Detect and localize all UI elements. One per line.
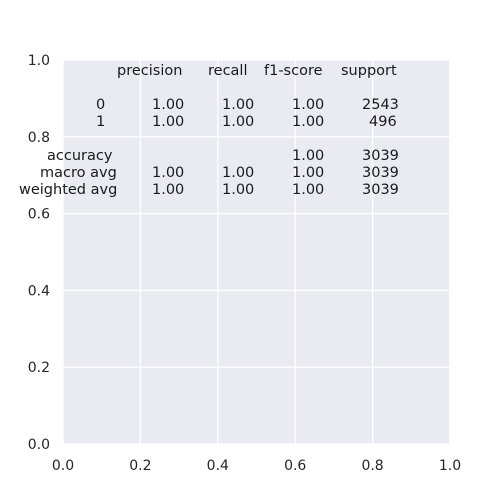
report-cell: 1.00: [222, 165, 254, 181]
plot-area: [63, 60, 450, 444]
report-line: 0 1.00 1.00 1.00 2543: [96, 97, 399, 113]
report-cell: f1-score: [264, 63, 323, 79]
y-tick-label: 0.2: [28, 360, 50, 376]
report-cell: 3039: [362, 182, 399, 198]
report-cell: 3039: [362, 148, 399, 164]
report-cell: 1.00: [292, 148, 324, 164]
report-cell: 1.00: [152, 114, 184, 130]
y-tick-label: 1.0: [28, 53, 50, 69]
report-cell: 0: [96, 97, 105, 113]
y-tick-label: 0.6: [28, 207, 50, 223]
report-cell: 1: [96, 114, 105, 130]
y-tick-label: 0.8: [28, 130, 50, 146]
report-cell: 1.00: [152, 97, 184, 113]
report-cell: support: [341, 63, 397, 79]
y-tick-label: 0.0: [28, 437, 50, 453]
report-cell: 1.00: [292, 114, 324, 130]
y-tick-labels: 0.0 0.2 0.4 0.6 0.8 1.0: [28, 53, 50, 453]
report-cell: 1.00: [222, 182, 254, 198]
report-cell: 1.00: [292, 97, 324, 113]
report-cell: 1.00: [152, 165, 184, 181]
report-cell: 3039: [362, 165, 399, 181]
report-cell: 1.00: [222, 97, 254, 113]
report-cell: 1.00: [222, 114, 254, 130]
report-line: weighted avg 1.00 1.00 1.00 3039: [19, 182, 399, 198]
y-tick-label: 0.4: [28, 283, 50, 299]
x-tick-label: 1.0: [439, 458, 461, 474]
x-tick-label: 0.0: [52, 458, 74, 474]
report-line: 1 1.00 1.00 1.00 496: [96, 114, 397, 130]
grid-lines: [62, 59, 451, 445]
report-cell: 1.00: [292, 182, 324, 198]
x-tick-labels: 0.0 0.2 0.4 0.6 0.8 1.0: [52, 458, 461, 474]
report-cell: 1.00: [292, 165, 324, 181]
report-cell: macro avg: [40, 165, 117, 181]
x-tick-label: 0.4: [207, 458, 229, 474]
report-cell: weighted avg: [19, 182, 117, 198]
x-tick-label: 0.6: [284, 458, 306, 474]
report-line: precision recall f1-score support: [117, 63, 397, 79]
report-cell: 1.00: [152, 182, 184, 198]
report-cell: recall: [208, 63, 247, 79]
x-tick-label: 0.2: [129, 458, 151, 474]
report-cell: 496: [369, 114, 397, 130]
x-tick-label: 0.8: [361, 458, 383, 474]
report-cell: 2543: [362, 97, 399, 113]
report-cell: accuracy: [47, 148, 113, 164]
report-line: accuracy 1.00 3039: [47, 148, 399, 164]
report-cell: precision: [117, 63, 182, 79]
report-line: macro avg 1.00 1.00 1.00 3039: [40, 165, 399, 181]
